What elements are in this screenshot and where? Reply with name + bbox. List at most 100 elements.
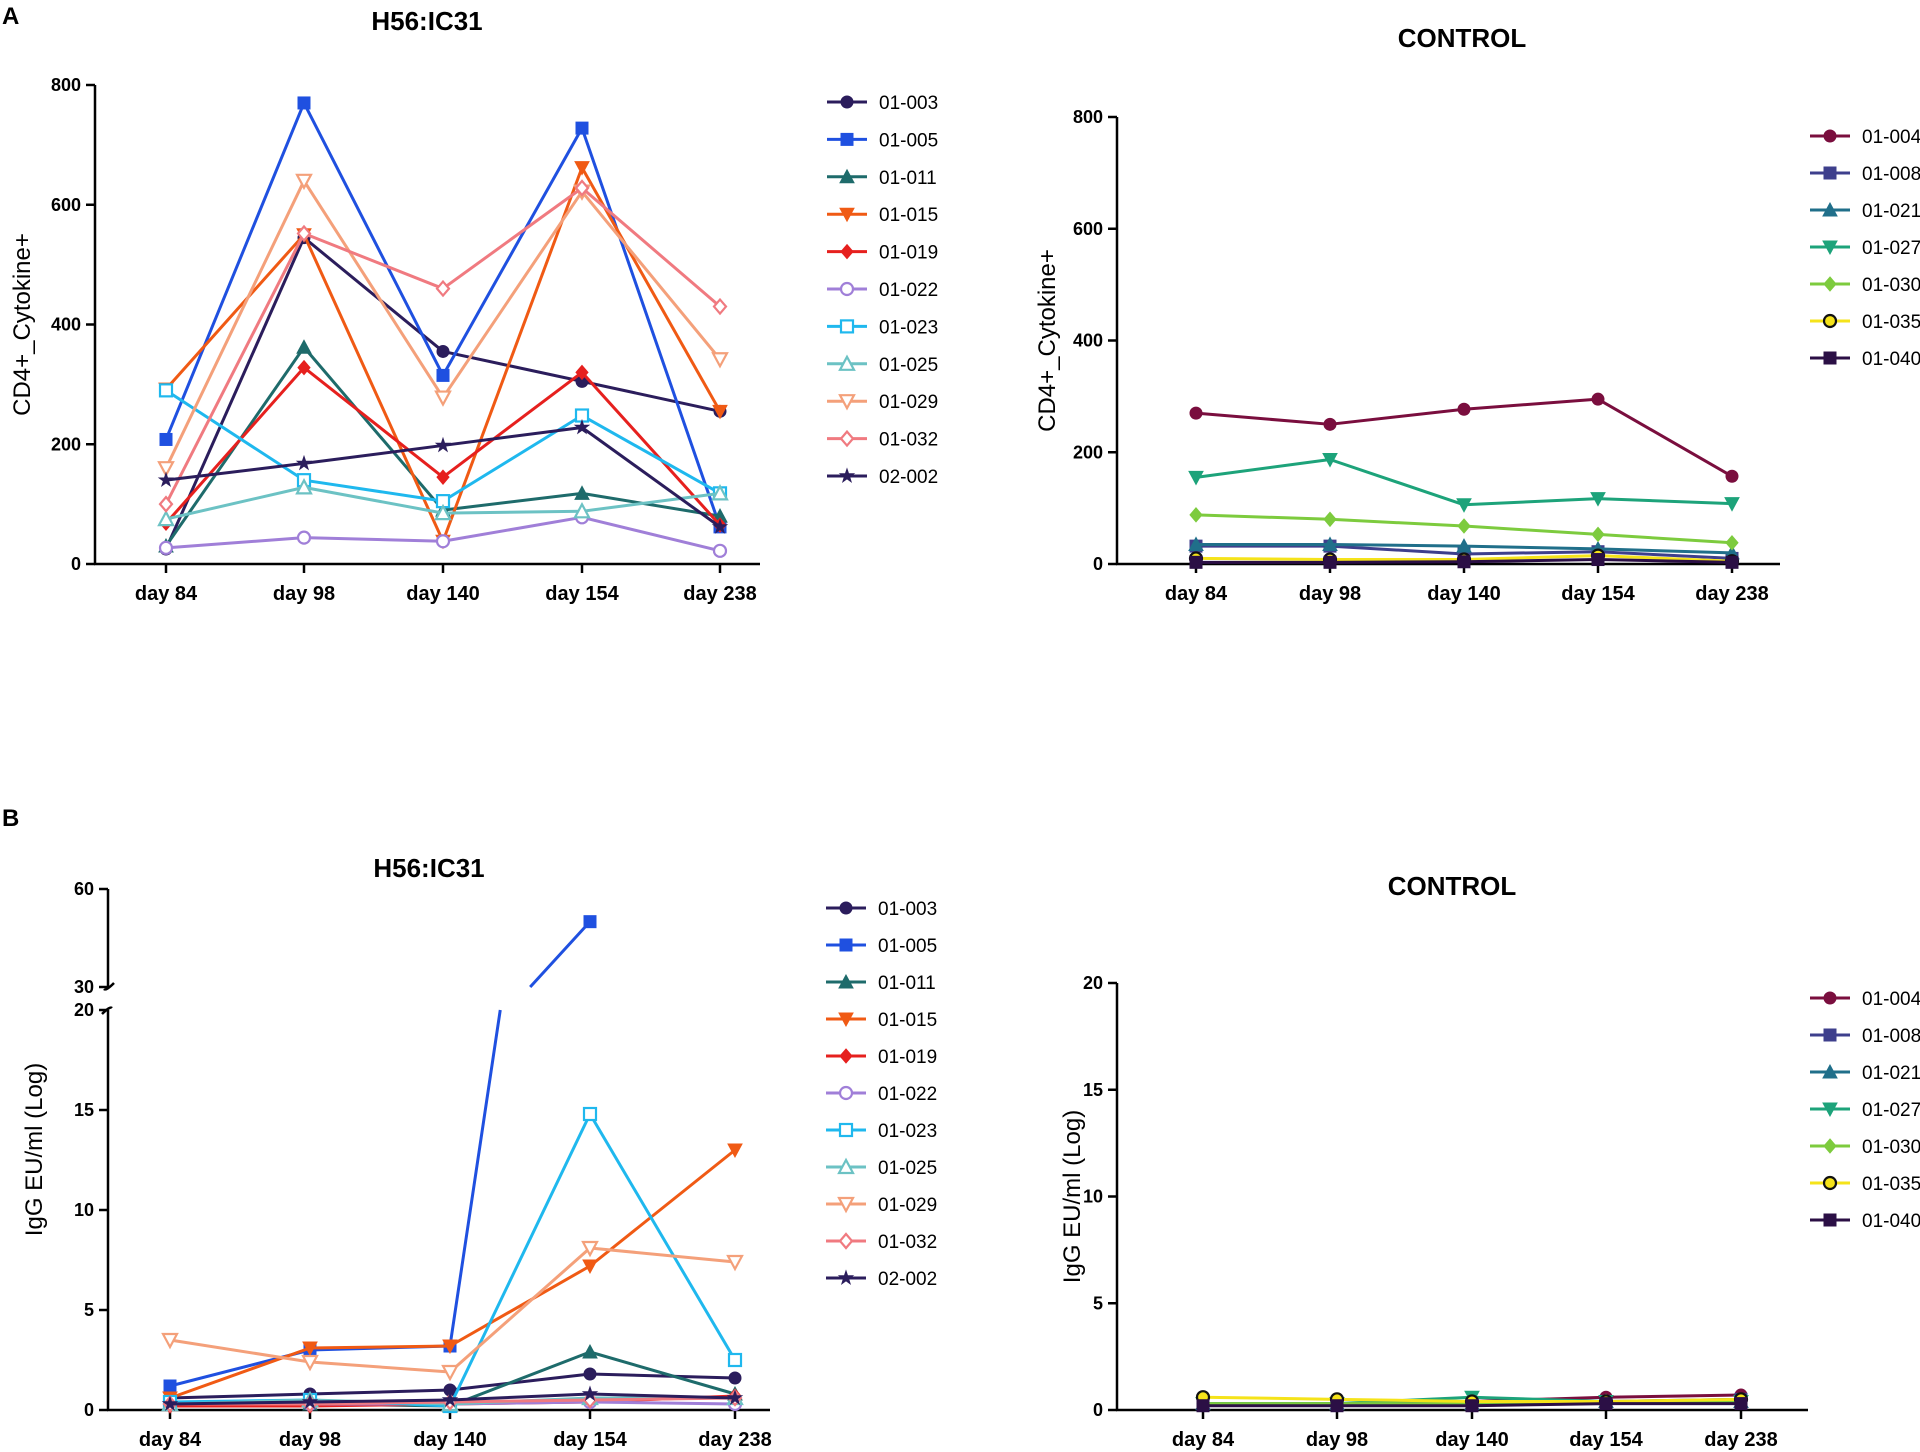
data-point (297, 96, 311, 110)
legend-label: 01-029 (878, 1195, 937, 1216)
legend-marker (838, 394, 856, 411)
legend-marker (1822, 1175, 1838, 1191)
legend-marker (1823, 1138, 1837, 1154)
x-tick-label: day 140 (413, 1429, 486, 1451)
legend-marker (837, 1196, 855, 1214)
data-point (1590, 492, 1606, 507)
series-line-segment (580, 190, 722, 361)
series-line-segment (309, 1398, 451, 1404)
chart-title: CONTROL (1398, 23, 1527, 53)
series-line-segment (529, 920, 592, 989)
series-line-segment (303, 232, 444, 290)
data-point (296, 530, 312, 545)
series-line-segment (448, 1009, 502, 1347)
series-line-segment (1195, 458, 1331, 479)
series-line-segment (589, 1392, 736, 1400)
series-line-segment (303, 366, 444, 479)
legend-label: 01-030 (1862, 1137, 1920, 1158)
legend-label: 01-008 (1862, 1026, 1920, 1047)
series-line-segment (442, 491, 583, 512)
legend-marker (840, 132, 854, 146)
data-point (435, 279, 451, 298)
data-point (1188, 536, 1204, 551)
legend-label: 01-022 (879, 280, 938, 301)
series-line-segment (589, 1400, 736, 1406)
data-point (1323, 555, 1337, 569)
y-tick-label: 800 (51, 75, 81, 95)
data-point (436, 368, 450, 382)
data-point (574, 179, 590, 197)
x-tick-label: day 84 (139, 1429, 202, 1451)
legend-marker (838, 1012, 854, 1028)
data-point (1591, 526, 1605, 543)
data-point (1189, 555, 1203, 569)
legend-label: 02-002 (879, 467, 938, 488)
x-tick-label: day 84 (1165, 583, 1228, 605)
data-point (1188, 470, 1204, 486)
data-point (582, 1259, 598, 1275)
data-point (582, 1343, 598, 1359)
series-line-segment (1597, 547, 1733, 555)
legend-label: 01-004 (1862, 989, 1920, 1010)
series-line-segment (165, 485, 305, 521)
series-line-segment (1329, 542, 1465, 548)
series-line-segment (449, 1350, 591, 1408)
series-line-segment (303, 443, 444, 465)
legend-marker (839, 429, 855, 448)
data-point (583, 915, 597, 929)
data-point (1456, 538, 1472, 553)
legend-marker (1822, 313, 1838, 329)
x-tick-label: day 154 (553, 1429, 627, 1451)
legend-marker (1822, 240, 1838, 256)
series-01-032 (158, 179, 728, 513)
data-point (434, 503, 452, 521)
series-line-segment (302, 234, 445, 542)
data-point (296, 339, 312, 354)
y-tick-label: 0 (1093, 1400, 1103, 1420)
series-line-segment (303, 536, 444, 543)
series-01-015 (162, 1143, 743, 1407)
y-tick-label: 0 (1093, 554, 1103, 574)
chart-title: H56:IC31 (371, 6, 482, 36)
series-line-segment (1597, 558, 1733, 564)
legend-label: 01-005 (878, 936, 937, 957)
data-point (575, 121, 589, 135)
chart-B-right: CONTROL IgG EU/ml (Log) 0 5 10 15 20 day 84 day … (1059, 871, 1920, 1451)
series-line-segment (589, 1148, 736, 1268)
legend-marker (1822, 201, 1838, 217)
data-point (158, 383, 174, 398)
x-tick-label: day 238 (1695, 583, 1768, 605)
series-01-005 (159, 96, 727, 534)
series-line-segment (581, 186, 721, 308)
series-line-segment (1329, 517, 1465, 528)
series-line-segment (580, 127, 722, 528)
data-point (1457, 555, 1471, 569)
legend-label: 01-021 (1862, 1063, 1920, 1084)
data-point (727, 1143, 743, 1159)
series-01-029 (161, 1240, 744, 1382)
legend-marker (1823, 129, 1837, 143)
data-point (161, 1332, 179, 1350)
chart-title: H56:IC31 (373, 853, 484, 883)
data-point (581, 1240, 599, 1258)
x-tick-label: day 154 (1569, 1429, 1643, 1451)
legend-label: 01-004 (1862, 127, 1920, 148)
series-line-segment (165, 461, 305, 482)
legend-marker (1822, 1102, 1838, 1118)
y-tick-label: 30 (74, 977, 94, 997)
chart-A-left: H56:IC31 CD4+_Cytokine+ 0 200 400 600 800 day 8… (9, 6, 938, 605)
y-tick-label: 800 (1073, 107, 1103, 127)
data-point (158, 540, 174, 555)
series-line-segment (303, 485, 444, 515)
legend-marker (839, 168, 855, 184)
y-tick-label: 200 (51, 434, 81, 454)
data-point (581, 1385, 599, 1401)
data-point (582, 1106, 598, 1122)
legend-label: 01-040 (1862, 349, 1920, 370)
legend-label: 01-008 (1862, 164, 1920, 185)
series-line-segment (1463, 497, 1599, 507)
series-line-segment (442, 425, 583, 447)
series-line-segment (442, 509, 583, 515)
x-tick-label: day 140 (1435, 1429, 1508, 1451)
data-point (301, 1354, 319, 1372)
